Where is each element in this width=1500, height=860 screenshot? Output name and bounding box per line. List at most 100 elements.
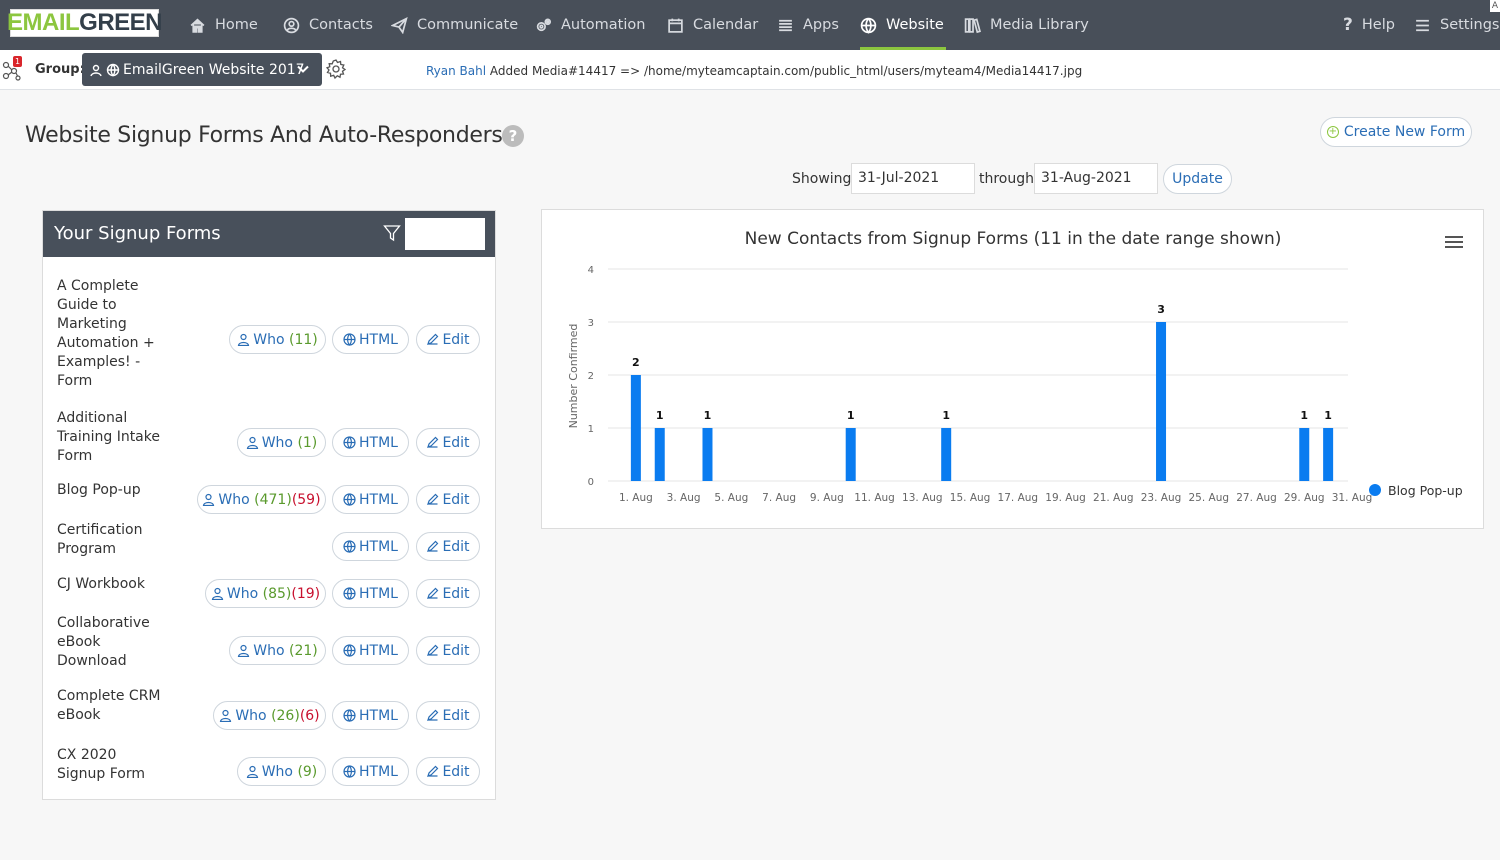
who-label: Who [218,491,250,508]
edit-button[interactable]: Edit [416,636,480,665]
edit-button[interactable]: Edit [416,485,480,514]
edit-button[interactable]: Edit [416,701,480,730]
x-tick-label: 15. Aug [950,492,991,504]
who-label: Who [261,434,293,451]
who-label: Who [235,707,267,724]
corner-badge: A [1490,0,1500,12]
filter-input[interactable] [405,218,485,250]
chart-bar [1299,428,1310,481]
signup-chart: New Contacts from Signup Forms (11 in th… [541,209,1484,529]
top-navigation-bar: EMAIL GREEN Home Contacts Communicate Aut… [0,0,1500,50]
who-button[interactable]: Who (85) (19) [205,579,326,608]
legend-label: Blog Pop-up [1388,483,1463,498]
form-name: Blog Pop-up [57,482,141,498]
globe-icon [106,63,120,77]
who-button[interactable]: Who (1) [237,428,326,457]
nav-item-apps[interactable]: Apps [777,0,839,50]
y-tick-label: 1 [588,424,594,435]
nav-item-communicate[interactable]: Communicate [391,0,518,50]
html-label: HTML [359,331,398,348]
html-button[interactable]: HTML [332,532,409,561]
nav-item-settings[interactable]: Settings [1414,0,1499,50]
globe-icon [343,333,356,346]
date-from-input[interactable]: 31-Jul-2021 [851,163,975,194]
panel-header: Your Signup Forms [43,211,495,257]
nav-item-contacts[interactable]: Contacts [283,0,373,50]
panel-title: Your Signup Forms [54,223,221,244]
bar-data-label: 1 [1324,409,1332,422]
create-new-form-label: Create New Form [1343,124,1466,140]
edit-label: Edit [442,763,470,780]
chart-menu-icon[interactable] [1445,236,1463,250]
edit-button[interactable]: Edit [416,757,480,786]
who-count: (9) [297,763,318,780]
html-button[interactable]: HTML [332,701,409,730]
html-button[interactable]: HTML [332,325,409,354]
paper-plane-icon [391,16,408,34]
edit-label: Edit [442,585,470,602]
showing-label: Showing [792,171,852,187]
nav-label-home: Home [215,17,258,33]
who-button[interactable]: Who (9) [237,757,326,786]
contacts-icon [283,17,300,33]
y-axis-label: Number Confirmed [567,324,580,429]
who-count: (21) [288,642,318,659]
menu-icon [1416,19,1429,31]
group-select[interactable]: EmailGreen Website 2017 [82,53,322,86]
globe-icon [343,436,356,449]
nav-label-media-library: Media Library [990,17,1089,33]
edit-button[interactable]: Edit [416,579,480,608]
form-name: Additional Training Intake Form [57,410,160,464]
nav-item-help[interactable]: ? Help [1343,0,1395,50]
gear-icon[interactable] [325,58,347,80]
html-button[interactable]: HTML [332,485,409,514]
user-icon [246,436,258,449]
who-button[interactable]: Who (21) [229,636,326,665]
logo-text-email: EMAIL [6,9,80,36]
globe-icon [860,17,877,34]
who-button[interactable]: Who (11) [229,325,326,354]
nav-item-automation[interactable]: Automation [535,0,645,50]
who-count: (471) [254,491,292,508]
x-tick-label: 17. Aug [998,492,1039,504]
page-title: Website Signup Forms And Auto-Responders [25,123,503,148]
y-tick-label: 0 [588,477,594,488]
bar-data-label: 2 [632,356,640,369]
nav-label-help: Help [1361,17,1395,33]
help-icon[interactable]: ? [502,125,524,147]
bar-data-label: 1 [942,409,950,422]
who-button[interactable]: Who (26) (6) [213,701,326,730]
html-button[interactable]: HTML [332,579,409,608]
filter-icon [383,225,401,242]
form-name: Certification Program [57,522,143,557]
app-logo[interactable]: EMAIL GREEN [6,9,163,37]
html-button[interactable]: HTML [332,428,409,457]
pencil-icon [427,540,439,552]
nav-item-website[interactable]: Website [860,0,946,50]
html-label: HTML [359,538,398,555]
html-button[interactable]: HTML [332,636,409,665]
through-label: through [979,171,1035,187]
html-label: HTML [359,642,398,659]
nav-item-calendar[interactable]: Calendar [667,0,758,50]
who-label: Who [253,642,285,659]
nav-item-home[interactable]: Home [189,0,258,50]
date-to-input[interactable]: 31-Aug-2021 [1034,163,1158,194]
x-tick-label: 21. Aug [1093,492,1134,504]
x-tick-label: 27. Aug [1236,492,1277,504]
edit-button[interactable]: Edit [416,532,480,561]
edit-button[interactable]: Edit [416,325,480,354]
edit-button[interactable]: Edit [416,428,480,457]
update-button[interactable]: Update [1163,164,1232,194]
form-name: CX 2020 Signup Form [57,747,146,782]
html-button[interactable]: HTML [332,757,409,786]
y-tick-label: 3 [588,318,594,329]
activity-user-link[interactable]: Ryan Bahl [426,64,487,78]
network-icon[interactable] [2,59,22,81]
nav-item-media-library[interactable]: Media Library [964,0,1089,50]
who-button[interactable]: Who (471) (59) [197,485,326,514]
create-new-form-button[interactable]: + Create New Form [1320,117,1472,147]
chart-bar [941,428,952,481]
chart-bar [630,375,641,481]
question-icon: ? [1343,15,1353,35]
